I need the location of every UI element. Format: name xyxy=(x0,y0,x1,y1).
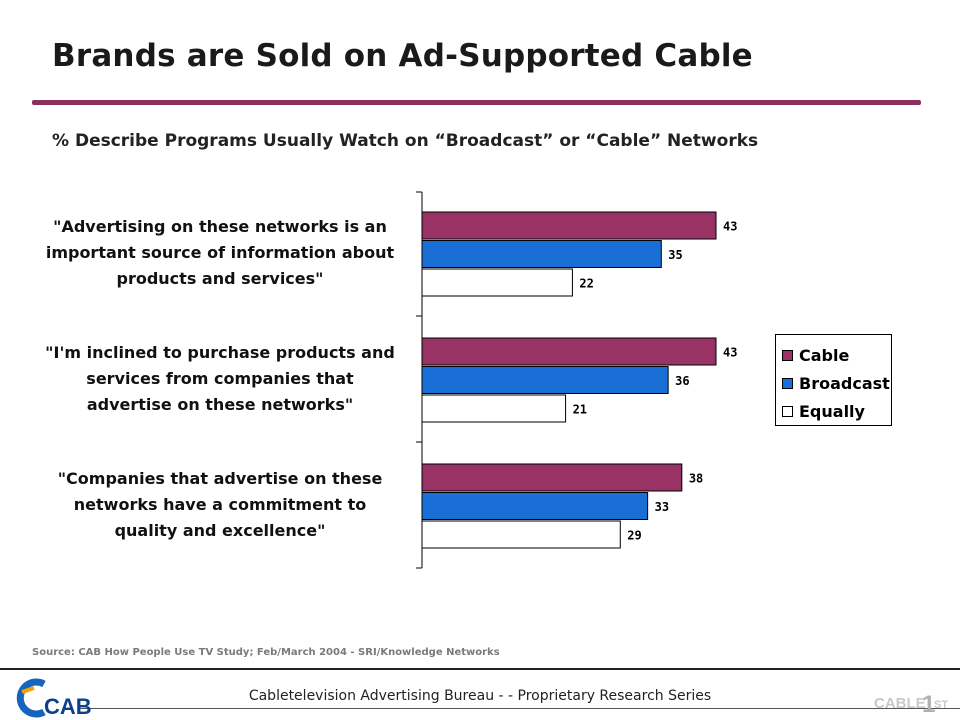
chart-legend: Cable Broadcast Equally xyxy=(775,334,892,426)
footer-divider xyxy=(0,668,960,670)
bar-broadcast xyxy=(421,492,649,520)
data-label: 29 xyxy=(627,529,641,543)
cab-logo: CAB xyxy=(16,678,92,718)
category-label-1: "Advertising on these networks is an imp… xyxy=(35,214,405,292)
footer-divider-thin xyxy=(80,708,960,709)
data-label: 21 xyxy=(573,403,587,417)
legend-swatch-cable xyxy=(782,349,793,361)
legend-item-broadcast: Broadcast xyxy=(782,369,891,397)
data-label: 43 xyxy=(723,220,737,234)
source-note: Source: CAB How People Use TV Study; Feb… xyxy=(32,647,500,658)
cable-first-logo: CABLE 1 ST xyxy=(874,691,948,716)
legend-swatch-equally xyxy=(782,405,793,417)
category-label-line: networks have a commitment to xyxy=(73,495,367,514)
category-label-2: "I'm inclined to purchase products and s… xyxy=(35,340,405,418)
bar-equally xyxy=(421,394,567,423)
bar-broadcast xyxy=(421,366,669,394)
category-label-line: "Advertising on these networks is an xyxy=(53,217,387,236)
category-label-line: advertise on these networks" xyxy=(86,395,354,414)
svg-text:CABLE: CABLE xyxy=(874,695,926,712)
legend-swatch-broadcast xyxy=(782,377,793,389)
legend-label: Cable xyxy=(799,345,850,365)
bar-cable xyxy=(421,463,683,492)
legend-label: Broadcast xyxy=(799,373,890,393)
data-label: 35 xyxy=(668,248,682,262)
category-label-line: "I'm inclined to purchase products and xyxy=(45,343,395,362)
category-label-line: quality and excellence" xyxy=(114,521,326,540)
category-label-3: "Companies that advertise on these netwo… xyxy=(35,466,405,544)
legend-label: Equally xyxy=(799,401,865,421)
data-label: 43 xyxy=(723,346,737,360)
bar-equally xyxy=(421,520,621,549)
category-label-line: important source of information about xyxy=(45,243,395,262)
category-label-line: products and services" xyxy=(116,269,324,288)
bar-cable xyxy=(421,211,717,240)
footer-text: Cabletelevision Advertising Bureau - - P… xyxy=(248,688,712,704)
bar-equally xyxy=(421,268,573,297)
bar-cable xyxy=(421,337,717,366)
bar-broadcast xyxy=(421,240,662,268)
data-label: 22 xyxy=(579,277,593,291)
slide-title: Brands are Sold on Ad-Supported Cable xyxy=(52,38,753,74)
data-label: 38 xyxy=(689,472,703,486)
data-label: 36 xyxy=(675,374,689,388)
legend-item-equally: Equally xyxy=(782,397,891,425)
category-label-line: services from companies that xyxy=(86,369,354,388)
data-label: 33 xyxy=(655,500,669,514)
legend-item-cable: Cable xyxy=(782,341,891,369)
title-divider xyxy=(32,100,921,105)
category-label-line: "Companies that advertise on these xyxy=(57,469,383,488)
svg-text:CAB: CAB xyxy=(44,694,92,718)
svg-text:1: 1 xyxy=(922,691,935,716)
svg-text:ST: ST xyxy=(934,699,948,711)
chart-subtitle: % Describe Programs Usually Watch on “Br… xyxy=(52,131,759,151)
